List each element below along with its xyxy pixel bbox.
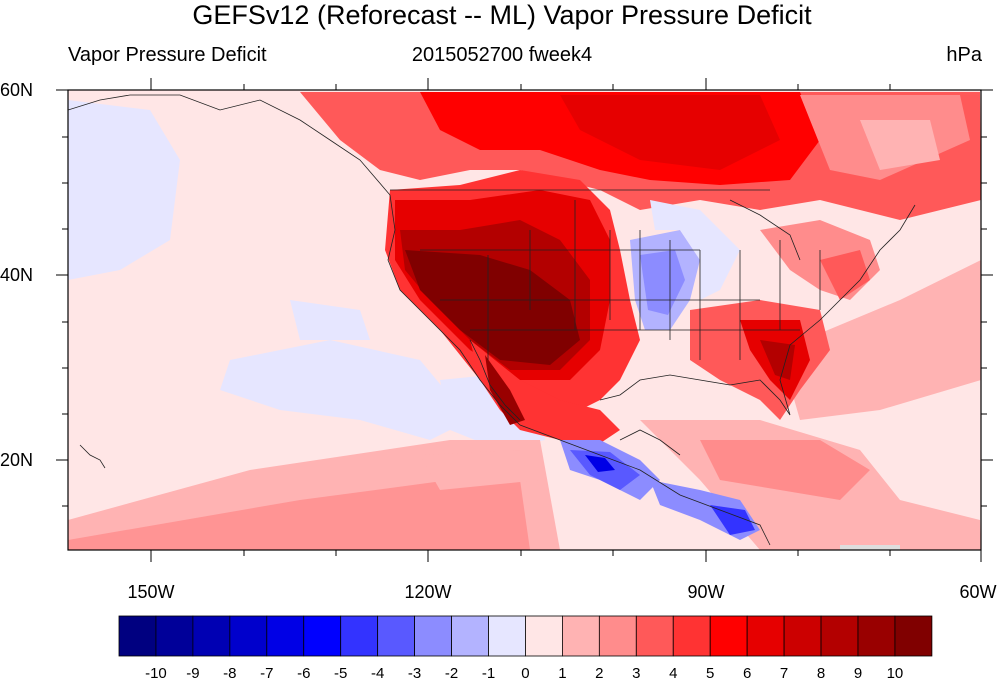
map-frame (56, 78, 993, 562)
colorbar-label: 7 (779, 665, 789, 682)
colorbar-box (414, 615, 452, 657)
colorbar-label: 8 (816, 665, 826, 682)
coastlines (68, 94, 916, 546)
units-subtitle: hPa (946, 44, 982, 66)
colorbar-box (192, 615, 231, 657)
colorbar-label: -6 (297, 665, 311, 682)
colorbar-label: 4 (669, 665, 678, 682)
lat-label-40n: 40N (0, 265, 34, 285)
colorbar-box (340, 615, 379, 657)
lat-label-60n: 60N (0, 80, 34, 100)
colorbar-box (377, 615, 415, 657)
colorbar-box (783, 615, 822, 657)
colorbar-label: -9 (186, 665, 200, 682)
colorbar-box (562, 615, 600, 657)
colorbar-box (894, 615, 933, 657)
colorbar-box (155, 615, 194, 657)
colorbar-label: 5 (706, 665, 715, 682)
colorbar-box (118, 615, 157, 657)
lon-label-150w: 150W (127, 582, 175, 602)
colorbar-label: 1 (558, 665, 567, 682)
colorbar-label: -5 (334, 665, 348, 682)
colorbar-box (488, 615, 526, 657)
lon-label-90w: 90W (687, 582, 725, 602)
vpd-field (68, 90, 981, 550)
map-title: GEFSv12 (Reforecast -- ML) Vapor Pressur… (192, 0, 812, 30)
colorbar-label: -7 (260, 665, 274, 682)
colorbar-box (635, 615, 674, 657)
colorbar-box (746, 615, 785, 657)
colorbar-label: -4 (370, 665, 385, 682)
colorbar-label: 2 (595, 665, 604, 682)
colorbar-box (709, 615, 748, 657)
colorbar-box (303, 615, 342, 657)
colorbar-label: 3 (632, 665, 641, 682)
date-subtitle: 2015052700 fweek4 (411, 44, 593, 66)
colorbar (118, 615, 933, 657)
colorbar-label: 9 (853, 665, 863, 682)
colorbar-label: 0 (521, 665, 530, 682)
colorbar-box (451, 615, 489, 657)
lat-label-20n: 20N (0, 450, 34, 470)
colorbar-box (820, 615, 859, 657)
colorbar-label: -3 (407, 665, 422, 682)
colorbar-label: 10 (886, 665, 904, 682)
colorbar-box (525, 615, 563, 657)
colorbar-box (857, 615, 896, 657)
colorbar-label: 6 (742, 665, 752, 682)
lon-label-60w: 60W (959, 582, 997, 602)
colorbar-label: -8 (223, 665, 237, 682)
colorbar-box (598, 615, 637, 657)
variable-subtitle: Vapor Pressure Deficit (68, 44, 267, 66)
colorbar-box (672, 615, 711, 657)
lon-label-120w: 120W (404, 582, 452, 602)
colorbar-label: -1 (481, 665, 496, 682)
colorbar-label: -2 (444, 665, 459, 682)
colorbar-box (229, 615, 268, 657)
colorbar-box (266, 615, 305, 657)
colorbar-label: -10 (145, 665, 167, 682)
